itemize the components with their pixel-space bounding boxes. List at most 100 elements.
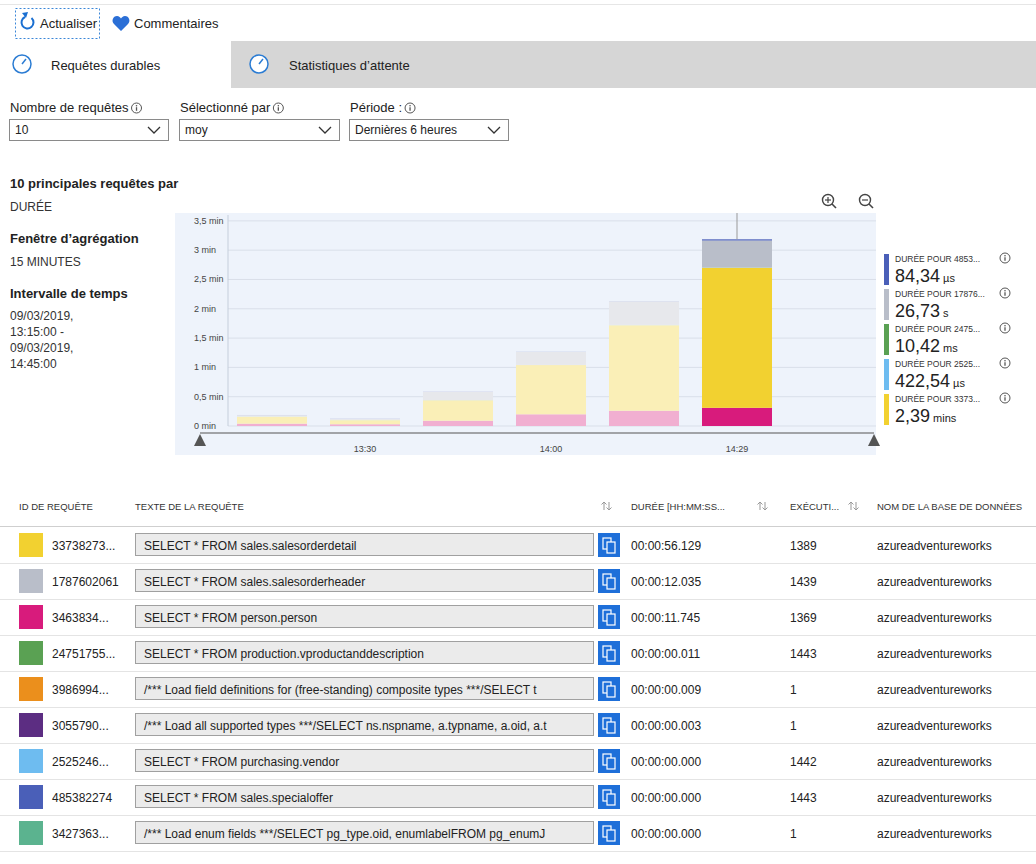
query-id: 485382274 <box>52 791 112 805</box>
bar-segment <box>702 408 772 426</box>
legend-name: DURÉE POUR 4853... <box>895 254 980 264</box>
table-header: EXÉCUTI... <box>790 501 839 512</box>
legend-unit: µs <box>953 377 965 389</box>
legend-swatch <box>884 394 889 425</box>
grid-line <box>228 220 876 221</box>
dropdown-value[interactable]: moy <box>185 123 208 137</box>
copy-button[interactable] <box>598 713 620 737</box>
query-id: 3055790... <box>52 719 109 733</box>
copy-button[interactable] <box>598 605 620 629</box>
copy-button[interactable] <box>598 677 620 701</box>
query-text-box <box>136 750 594 772</box>
executions: 1443 <box>790 647 817 661</box>
copy-sheet-front <box>607 542 615 553</box>
executions: 1 <box>790 683 797 697</box>
range-handle-left[interactable] <box>194 434 206 446</box>
copy-button[interactable] <box>598 821 620 845</box>
refresh-button[interactable]: Actualiser <box>40 16 98 31</box>
duration: 00:00:00.009 <box>631 683 701 697</box>
info-circle <box>1000 358 1010 368</box>
feedback-button[interactable]: Commentaires <box>134 16 219 31</box>
info-dot <box>136 105 138 107</box>
database: azureadventureworks <box>877 755 992 769</box>
copy-button[interactable] <box>598 569 620 593</box>
bar-segment <box>516 365 586 414</box>
zoom-in[interactable] <box>823 195 837 209</box>
table-header: ID DE REQUÊTE <box>19 501 93 512</box>
executions: 1 <box>790 827 797 841</box>
info-circle <box>1000 323 1010 333</box>
dropdown[interactable] <box>180 120 340 141</box>
bar-segment <box>423 400 493 421</box>
copy-sheet-front <box>607 650 615 661</box>
database: azureadventureworks <box>877 683 992 697</box>
filter-label: Nombre de requêtes <box>10 100 129 115</box>
row-color <box>19 569 43 593</box>
query-id: 33738273... <box>52 539 115 553</box>
tab-icon <box>250 55 268 73</box>
database: azureadventureworks <box>877 827 992 841</box>
x-axis-line <box>200 432 874 433</box>
info-dot <box>1004 290 1006 292</box>
query-text: SELECT * FROM sales.salesorderdetail <box>144 539 357 553</box>
zoom-minus <box>862 199 868 200</box>
bar-segment <box>237 416 307 417</box>
bar-segment <box>237 414 307 415</box>
copy-button[interactable] <box>598 749 620 773</box>
dropdown-value[interactable]: 10 <box>15 123 29 137</box>
query-id: 24751755... <box>52 647 115 661</box>
database: azureadventureworks <box>877 539 992 553</box>
row-color <box>19 533 43 557</box>
range-handle-right[interactable] <box>868 434 880 446</box>
info-dot <box>409 105 411 107</box>
duration: 00:00:00.003 <box>631 719 701 733</box>
sort-up <box>602 502 607 510</box>
copy-button[interactable] <box>598 641 620 665</box>
copy-button[interactable] <box>598 533 620 557</box>
sort-icon[interactable] <box>758 502 768 510</box>
copy-bg <box>598 785 620 809</box>
grid-line <box>228 279 876 280</box>
info-stem <box>136 107 137 111</box>
dropdown-chevron <box>319 127 331 133</box>
duration: 00:00:56.129 <box>631 539 701 553</box>
executions: 1369 <box>790 611 817 625</box>
table-row: 3055790.../*** Load all supported types … <box>0 713 1036 744</box>
query-text-box <box>136 570 594 592</box>
copy-bg <box>598 713 620 737</box>
sort-icon[interactable] <box>849 502 859 510</box>
zoom-out[interactable] <box>860 195 874 209</box>
query-text: /*** Load field definitions for (free-st… <box>144 683 537 697</box>
tab[interactable]: Statistiques d’attente <box>250 55 410 73</box>
info-circle <box>1000 393 1010 403</box>
copy-bg <box>598 821 620 845</box>
info-icon <box>1000 393 1010 403</box>
database: azureadventureworks <box>877 647 992 661</box>
dropdown[interactable] <box>10 120 169 141</box>
copy-bg <box>598 569 620 593</box>
dropdown-value[interactable]: Dernières 6 heures <box>355 123 457 137</box>
tab-label[interactable]: Requêtes durables <box>51 58 161 73</box>
bar-segment <box>330 419 400 420</box>
bars <box>237 239 772 426</box>
legend-value: 10,42 <box>895 336 940 356</box>
tab-active-bg <box>0 41 231 88</box>
sort-down <box>854 502 859 510</box>
copy-button[interactable] <box>598 785 620 809</box>
tab-label[interactable]: Statistiques d’attente <box>289 58 410 73</box>
refresh-arrow <box>22 12 28 18</box>
legend-swatch <box>884 289 889 320</box>
table-header-line <box>0 526 1036 527</box>
query-text: SELECT * FROM person.person <box>144 611 317 625</box>
row-separator <box>0 599 1036 600</box>
dropdown[interactable] <box>350 120 509 141</box>
query-id: 3986994... <box>52 683 109 697</box>
sort-icon[interactable] <box>602 502 612 510</box>
query-id: 3427363... <box>52 827 109 841</box>
chart-background <box>175 213 876 455</box>
copy-bg <box>598 533 620 557</box>
tab[interactable]: Requêtes durables <box>0 41 231 88</box>
table-header: TEXTE DE LA REQUÊTE <box>135 501 244 512</box>
info-circle <box>273 103 283 113</box>
sort-up <box>758 502 763 510</box>
